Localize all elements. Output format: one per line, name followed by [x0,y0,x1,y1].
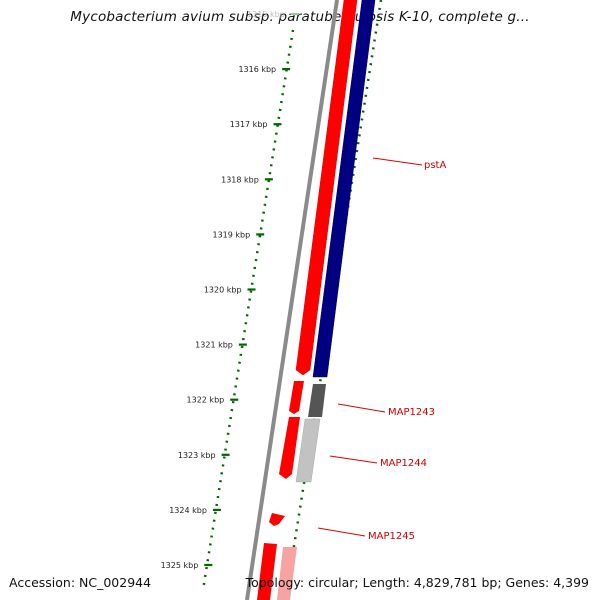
ruler-label: 1320 kbp [204,286,242,295]
ruler-label: 1318 kbp [221,175,259,184]
ruler-label: 1322 kbp [187,396,225,405]
ruler-label: 1317 kbp [230,120,268,129]
ruler-label: 1319 kbp [212,230,250,239]
genome-summary: Topology: circular; Length: 4,829,781 bp… [245,575,589,590]
gene-feature-forward-5[interactable] [257,543,277,600]
ruler-label: 1324 kbp [169,506,207,515]
gene-feature-pstA[interactable] [312,0,376,378]
gene-feature-forward-3[interactable] [279,417,300,479]
ruler-label: 1325 kbp [161,561,199,570]
leader-line-pstA [372,157,423,166]
gene-label-MAP1244[interactable]: MAP1244 [380,458,427,469]
map-title: Mycobacterium avium subsp. paratuberculo… [70,9,530,25]
forward-strand [257,0,358,600]
leader-line-MAP1244 [329,455,378,464]
gene-feature-MAP1246[interactable] [277,547,297,600]
ruler-label: 1321 kbp [195,341,233,350]
gene-feature-MAP1244[interactable] [295,418,321,483]
gene-feature-forward-1[interactable] [295,0,358,376]
ruler-label: 1316 kbp [238,65,276,74]
ruler: 1315 kbp 1316 kbp 1317 kbp 1318 kbp 1319 kbp… [161,10,299,570]
gene-labels: pstA MAP1243 MAP1244 MAP1245 [368,160,446,542]
gene-label-pstA[interactable]: pstA [424,160,446,171]
ruler-label: 1315 kbp [247,10,285,19]
leader-line-MAP1245 [317,527,366,537]
gene-feature-forward-4[interactable] [269,513,285,526]
gene-label-MAP1243[interactable]: MAP1243 [388,407,435,418]
outer-dotted-guide [285,0,383,591]
reverse-strand [277,0,376,600]
leader-line-MAP1243 [337,403,386,413]
ruler-label: 1323 kbp [178,451,216,460]
accession-label: Accession: NC_002944 [9,575,152,590]
backbone-line [245,0,339,600]
gene-feature-forward-2[interactable] [289,381,304,414]
inner-dotted-guide [201,29,295,591]
gene-feature-MAP1243[interactable] [308,384,326,417]
gene-label-MAP1245[interactable]: MAP1245 [368,531,415,542]
gene-leaders [317,157,423,537]
